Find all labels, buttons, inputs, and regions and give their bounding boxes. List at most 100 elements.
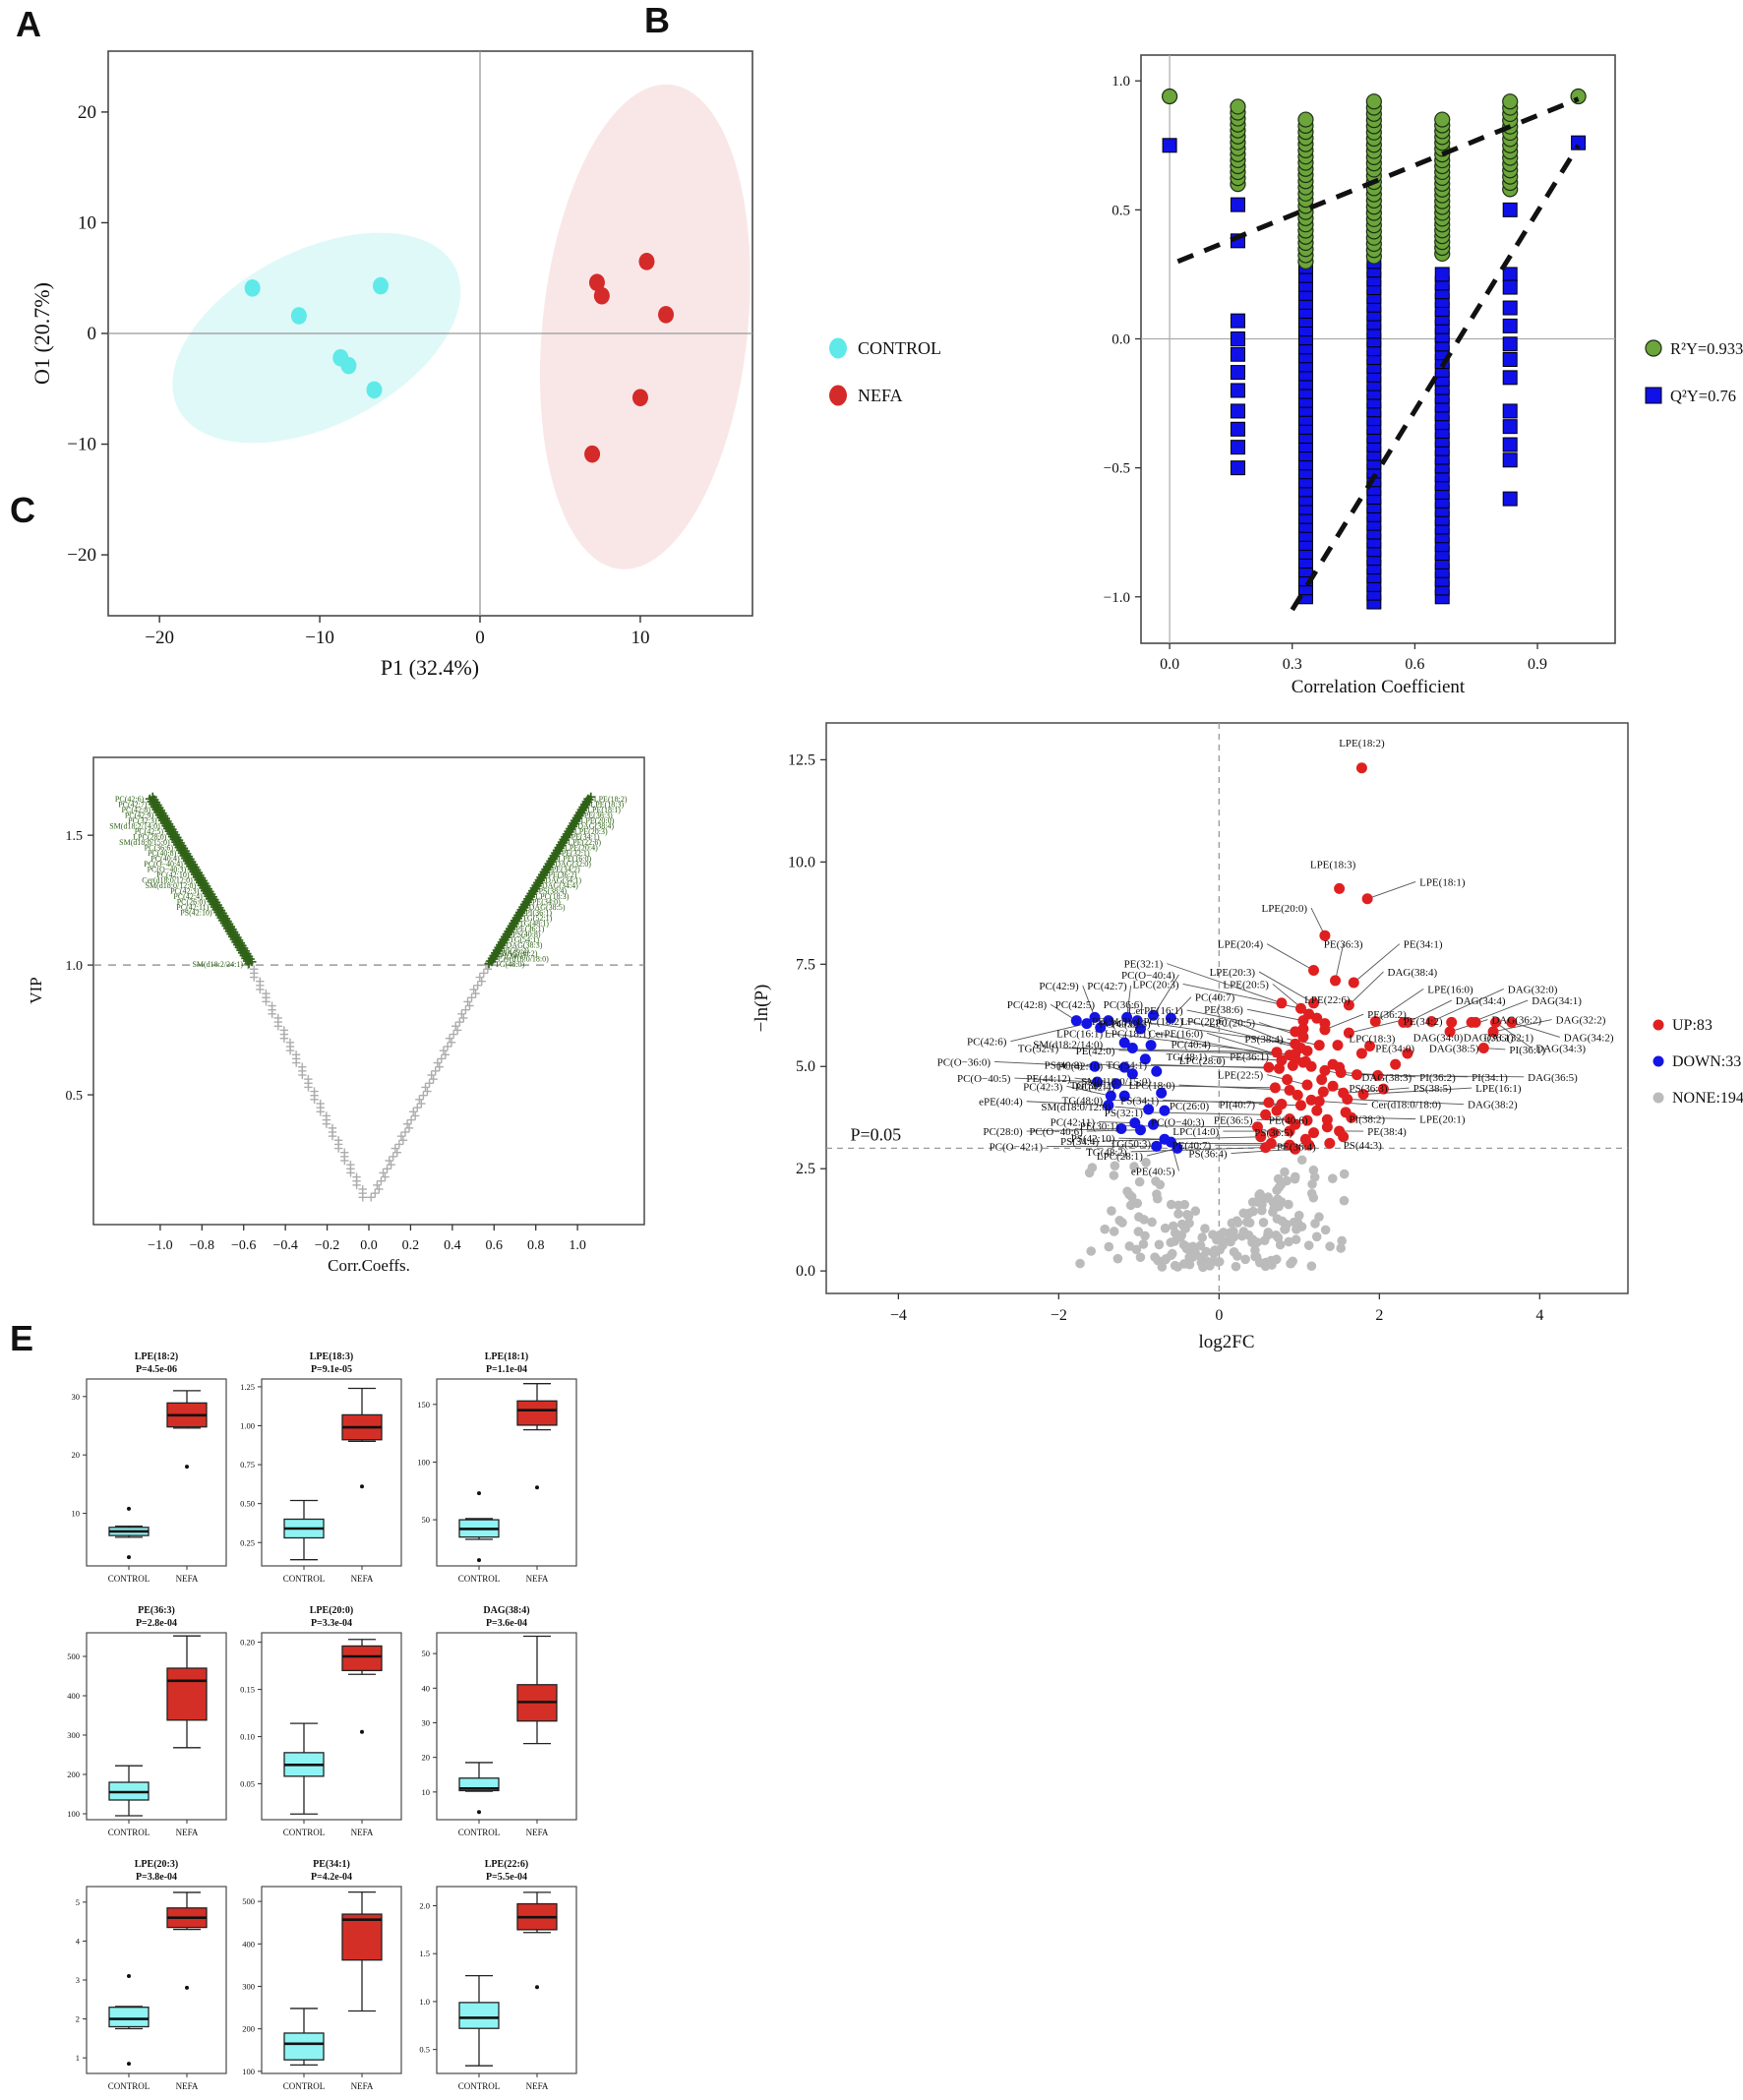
- svg-text:NEFA: NEFA: [176, 1828, 199, 1837]
- svg-text:PC(28:0): PC(28:0): [983, 1126, 1023, 1138]
- svg-text:30: 30: [72, 1392, 81, 1402]
- svg-text:P=3.3e-04: P=3.3e-04: [311, 1618, 352, 1629]
- svg-text:DAG(36:1): DAG(36:1): [1464, 1032, 1514, 1044]
- svg-text:CONTROL: CONTROL: [858, 338, 941, 358]
- nonsignificant-markers: [243, 960, 493, 1202]
- svg-text:LPE(18:1): LPE(18:1): [587, 806, 621, 814]
- svg-text:LPE(18:3): LPE(18:3): [590, 801, 624, 810]
- svg-text:PC(O−42:1): PC(O−42:1): [990, 1141, 1044, 1153]
- svg-text:4: 4: [1535, 1307, 1543, 1324]
- svg-text:SM(d18:0/12:0): SM(d18:0/12:0): [146, 881, 197, 890]
- svg-text:LPE(16:0): LPE(16:0): [1427, 984, 1473, 995]
- svg-text:−10: −10: [67, 435, 96, 455]
- significant-points: [1070, 762, 1518, 1155]
- svg-text:NEFA: NEFA: [351, 1828, 374, 1837]
- svg-text:PC(40:8): PC(40:8): [148, 849, 177, 858]
- svg-text:LPE(16:0): LPE(16:0): [558, 855, 591, 864]
- panel-e-letter: E: [10, 1318, 34, 1358]
- svg-text:DAG(34:0): DAG(34:0): [1413, 1032, 1464, 1044]
- svg-text:0.0: 0.0: [796, 1263, 815, 1280]
- svg-text:1: 1: [76, 2053, 80, 2063]
- svg-text:LPE(22:6): LPE(22:6): [568, 838, 601, 847]
- svg-text:CONTROL: CONTROL: [283, 1574, 326, 1584]
- svg-text:PE(34:0): PE(34:0): [532, 898, 561, 907]
- panel-b-letter: B: [644, 0, 670, 40]
- svg-text:PC(42:5): PC(42:5): [1055, 999, 1096, 1011]
- svg-text:CONTROL: CONTROL: [108, 1828, 150, 1837]
- svg-text:TG(52:1): TG(52:1): [522, 914, 553, 923]
- svg-text:DAG(34:2): DAG(34:2): [1564, 1032, 1614, 1044]
- svg-text:10: 10: [631, 628, 649, 648]
- boxplot-PE(36:3): PE(36:3) P=2.8e-04 100 200 300 400 500 CONTROL N…: [67, 1605, 227, 1837]
- svg-text:PS(34:4): PS(34:4): [1060, 1136, 1099, 1148]
- svg-text:TG(50:1): TG(50:1): [1070, 1080, 1112, 1092]
- svg-text:PS(42:10): PS(42:10): [180, 909, 212, 918]
- svg-text:100: 100: [242, 2067, 255, 2076]
- svg-text:P=0.05: P=0.05: [850, 1124, 901, 1144]
- svg-text:CONTROL: CONTROL: [458, 2081, 501, 2091]
- R2Y-line: [1176, 96, 1580, 265]
- panel-c-chart: PC(42:6)PC(42:7)PC(42:8)PC(42:9)PC(32:3)…: [27, 756, 645, 1275]
- svg-text:DAG(38:4): DAG(38:4): [1388, 967, 1438, 979]
- svg-text:−1.0: −1.0: [148, 1238, 172, 1253]
- svg-text:−2: −2: [1051, 1307, 1067, 1324]
- svg-text:CONTROL: CONTROL: [458, 1828, 501, 1837]
- svg-text:20: 20: [72, 1450, 81, 1460]
- svg-text:P=3.6e-04: P=3.6e-04: [486, 1618, 527, 1629]
- svg-text:−10: −10: [305, 628, 334, 648]
- svg-text:PC(42:9): PC(42:9): [1039, 981, 1079, 992]
- svg-text:Cer(d18:0/18:0): Cer(d18:0/18:0): [1371, 1100, 1441, 1111]
- svg-text:150: 150: [417, 1400, 430, 1410]
- legend-groups: CONTROL NEFA: [829, 337, 941, 406]
- svg-text:PS(44:3): PS(44:3): [1344, 1140, 1382, 1152]
- svg-text:NEFA: NEFA: [351, 1574, 374, 1584]
- boxplot-PE(34:1): PE(34:1) P=4.2e-04 100 200 300 400 500 CONTROL N…: [242, 1859, 402, 2091]
- svg-text:NEFA: NEFA: [858, 386, 903, 405]
- svg-text:SM(d18:0/15:0): SM(d18:0/15:0): [1081, 1076, 1151, 1088]
- svg-text:SM(d18:0/15:0): SM(d18:0/15:0): [119, 838, 170, 847]
- svg-text:1.0: 1.0: [66, 959, 84, 974]
- svg-text:PE(32:1): PE(32:1): [1124, 959, 1164, 971]
- svg-text:TG(54:1): TG(54:1): [1106, 1059, 1147, 1071]
- svg-text:7.5: 7.5: [796, 956, 815, 973]
- boxplot-LPE(20:0): LPE(20:0) P=3.3e-04 0.05 0.10 0.15 0.20 CONTRO…: [240, 1605, 402, 1837]
- svg-text:0.0: 0.0: [1112, 332, 1130, 348]
- svg-text:500: 500: [67, 1651, 80, 1661]
- svg-text:PC(40:4): PC(40:4): [150, 855, 180, 864]
- svg-text:PE(38:4): PE(38:4): [1367, 1126, 1407, 1138]
- svg-text:0.5: 0.5: [1112, 203, 1130, 218]
- svg-text:TG(48:1): TG(48:1): [519, 920, 550, 929]
- svg-text:PE(36:2): PE(36:2): [1367, 1009, 1407, 1021]
- svg-text:0.6: 0.6: [486, 1238, 504, 1253]
- svg-text:PC(26:0): PC(26:0): [177, 898, 207, 907]
- svg-text:LPE(20:5): LPE(20:5): [1223, 979, 1269, 990]
- svg-text:PC(O−36:0): PC(O−36:0): [937, 1056, 992, 1068]
- svg-text:PE(36:1): PE(36:1): [515, 925, 544, 933]
- svg-text:PC(42:5): PC(42:5): [135, 827, 164, 836]
- svg-text:DAG(38:2): DAG(38:2): [1468, 1100, 1518, 1111]
- svg-text:TG(48:0): TG(48:0): [1062, 1095, 1104, 1107]
- svg-text:300: 300: [67, 1730, 80, 1740]
- svg-text:PC(26:0): PC(26:0): [1170, 1101, 1210, 1112]
- svg-text:DAG(34:3): DAG(34:3): [1535, 1044, 1586, 1055]
- svg-text:PS(36:5): PS(36:5): [1254, 1127, 1292, 1139]
- svg-text:PI(34:1): PI(34:1): [500, 952, 526, 961]
- svg-text:LPE(18:1): LPE(18:1): [485, 1351, 528, 1362]
- svg-text:PC(40:7): PC(40:7): [1195, 992, 1235, 1004]
- svg-text:PC(42:8): PC(42:8): [1007, 999, 1048, 1011]
- svg-text:4: 4: [76, 1936, 81, 1946]
- svg-text:P=9.1e-05: P=9.1e-05: [311, 1364, 352, 1375]
- boxplot-LPE(20:3): LPE(20:3) P=3.8e-04 1 2 3 4 5 CONTROL NEFA: [76, 1859, 227, 2091]
- svg-text:−0.5: −0.5: [1104, 461, 1130, 477]
- svg-text:1.0: 1.0: [419, 1997, 430, 2007]
- svg-text:10: 10: [72, 1509, 81, 1519]
- svg-text:PC(O−40:4): PC(O−40:4): [1121, 970, 1175, 982]
- svg-text:TG(50:3): TG(50:3): [1111, 1139, 1152, 1151]
- svg-text:2: 2: [76, 2014, 80, 2024]
- svg-text:TG(48:0): TG(48:0): [495, 960, 525, 969]
- svg-text:DAG(34:4): DAG(34:4): [1456, 995, 1506, 1007]
- svg-text:LPC(20:3): LPC(20:3): [1133, 979, 1179, 990]
- point-labels: LPE(18:2) LPE(18:3) LPE(18:1) LPE(20:0) LPE(…: [937, 738, 1614, 1177]
- svg-text:LPE(20:3): LPE(20:3): [135, 1859, 178, 1870]
